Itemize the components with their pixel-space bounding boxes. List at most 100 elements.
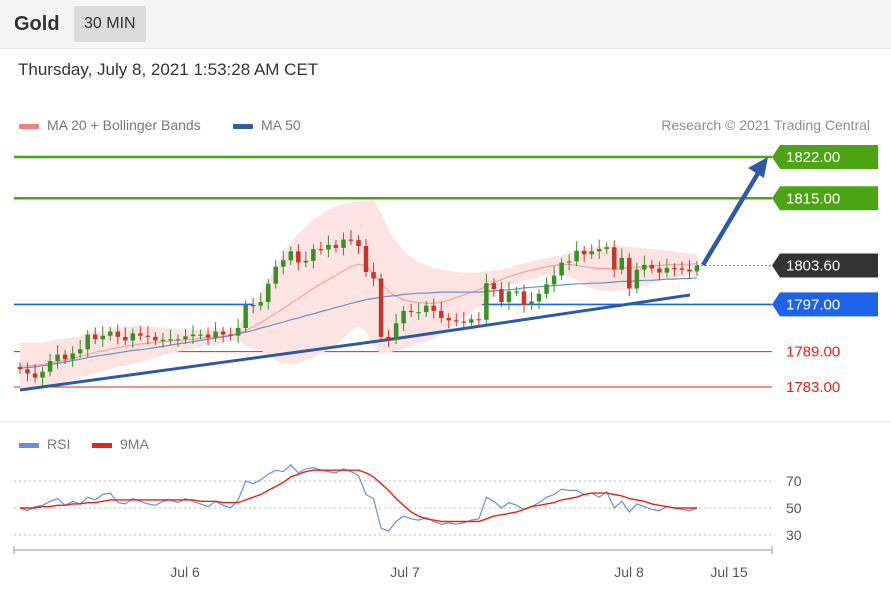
candle-body — [108, 331, 113, 336]
candle-body — [348, 239, 354, 241]
candle — [243, 300, 248, 333]
candle-body — [62, 354, 68, 360]
candle-body — [491, 283, 497, 290]
candle — [130, 328, 136, 349]
candle-body — [476, 319, 482, 321]
level-labels: 1822.00 1815.00 1803.60 1797.00 1789.00 1783.… — [772, 145, 878, 396]
candle — [17, 362, 23, 375]
candle — [566, 254, 572, 271]
legend-ma50-label: MA 50 — [261, 117, 301, 133]
candle — [581, 246, 587, 262]
candle-body — [431, 305, 436, 311]
legend-ma20-label: MA 20 + Bollinger Bands — [47, 117, 201, 133]
candle — [431, 298, 436, 319]
candle-body — [273, 266, 279, 284]
candle — [288, 246, 294, 265]
candle-body — [341, 239, 346, 248]
candle-body — [281, 260, 286, 267]
legend-ma50: MA 50 — [233, 117, 301, 133]
candle — [634, 262, 640, 294]
candle-body — [25, 369, 30, 374]
candle — [235, 318, 241, 344]
candle-body — [265, 283, 271, 303]
candle-body — [393, 323, 399, 340]
candle — [589, 244, 594, 260]
rsi-line — [19, 463, 698, 532]
candle-body — [77, 349, 83, 354]
candle-body — [694, 265, 700, 272]
candle-body — [363, 246, 369, 272]
candle-body — [634, 269, 640, 289]
candle — [491, 278, 497, 297]
legend-ma9: 9MA — [92, 436, 149, 452]
candle — [213, 322, 218, 343]
candle-body — [92, 334, 98, 340]
candle-body — [85, 334, 90, 350]
level-label-1: 1815.00 — [786, 190, 840, 207]
candle-body — [469, 319, 474, 323]
legend-rsi-label: RSI — [47, 436, 71, 452]
candle — [574, 241, 579, 267]
candle-body — [168, 339, 173, 341]
candle — [664, 258, 670, 278]
level-label-2: 1803.60 — [786, 258, 840, 275]
candle — [401, 306, 406, 331]
candle — [672, 263, 677, 277]
candle — [145, 326, 151, 345]
candle — [408, 303, 414, 317]
candle-body — [416, 312, 421, 314]
candle — [311, 244, 316, 269]
candle-body — [536, 293, 542, 302]
candle-body — [235, 328, 241, 336]
candle — [296, 244, 301, 271]
candle-body — [198, 334, 203, 336]
candle — [123, 327, 128, 346]
interval-button[interactable]: 30 MIN — [74, 6, 146, 42]
candle-body — [371, 272, 376, 279]
candle — [679, 261, 685, 275]
candle-body — [529, 301, 534, 306]
candle — [694, 260, 700, 277]
candle-body — [649, 264, 655, 269]
candles — [17, 230, 700, 386]
candle — [92, 327, 98, 344]
candle — [393, 313, 399, 344]
candle-body — [318, 249, 324, 251]
candle — [536, 289, 542, 310]
candle-body — [55, 354, 60, 362]
candle-body — [499, 289, 504, 303]
candle — [386, 329, 391, 347]
candle-body — [506, 291, 512, 303]
candle — [476, 312, 482, 328]
rsi-grid — [14, 480, 772, 536]
level-label-4: 1789.00 — [786, 344, 840, 361]
candle — [168, 329, 173, 345]
candle — [521, 284, 527, 313]
candle-body — [70, 353, 75, 360]
rsi-tick-30: 30 — [786, 527, 802, 543]
candle-body — [521, 291, 527, 306]
rsi-tick-50: 50 — [786, 500, 802, 516]
level-tag-0 — [772, 145, 878, 169]
symbol-title: Gold — [14, 13, 60, 35]
candle-body — [461, 321, 467, 323]
candle — [228, 327, 233, 341]
candle — [506, 282, 512, 310]
candle — [62, 349, 68, 364]
candle — [596, 239, 602, 260]
candle-body — [657, 268, 662, 273]
candle — [649, 260, 655, 274]
candle — [529, 292, 534, 310]
candle-body — [326, 244, 331, 250]
level-label-0: 1822.00 — [786, 149, 840, 166]
candle-body — [401, 310, 406, 324]
candle — [446, 313, 452, 329]
legend-rsi: RSI — [19, 436, 70, 452]
support-trendline-2 — [399, 293, 691, 340]
candle-body — [604, 247, 609, 249]
candle — [326, 235, 331, 258]
candle — [205, 327, 211, 346]
candle-body — [687, 269, 692, 272]
x-tick-jul15: Jul 15 — [710, 564, 748, 580]
